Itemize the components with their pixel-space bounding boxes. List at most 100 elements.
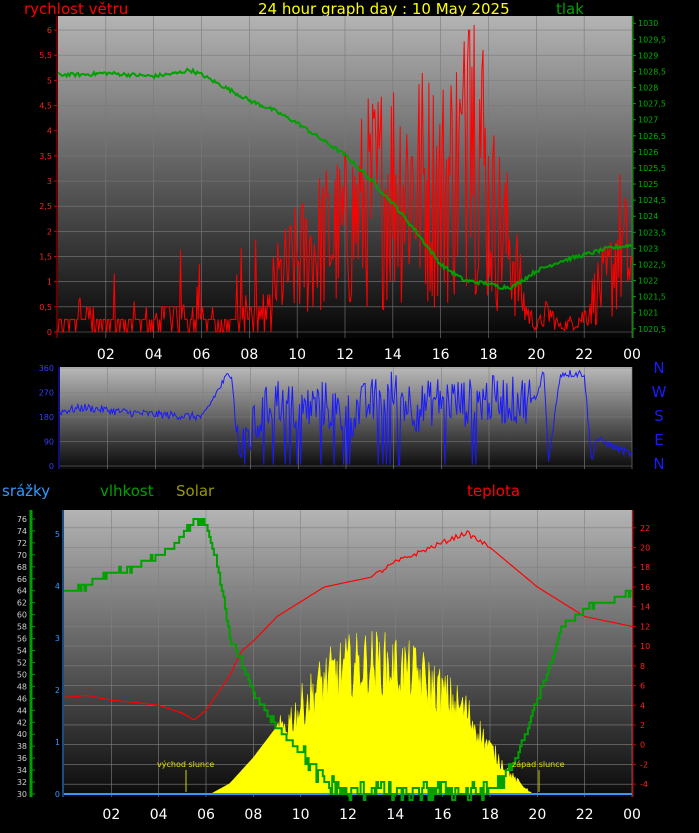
sunset-label: západ slunce <box>512 760 565 769</box>
x-tick-label: 06 <box>197 807 215 823</box>
temperature-line <box>63 530 633 721</box>
humidity-tick-label: 60 <box>17 611 27 620</box>
x-tick-label: 12 <box>339 807 357 823</box>
pressure-axis: 1020,5 1021 1021,5 1022 1022,5 1023 1023,5 1024… <box>632 16 666 338</box>
humidity-tick-label: 36 <box>17 754 27 763</box>
wind-direction-tick-label: 180 <box>39 413 54 422</box>
temperature-tick-label: 10 <box>640 642 650 651</box>
compass-label: N <box>653 359 664 377</box>
pressure-tick-label: 1023 <box>638 244 658 253</box>
wind-pressure-series <box>57 24 633 333</box>
compass-label: E <box>654 431 663 449</box>
pressure-tick-label: 1025,5 <box>638 164 666 173</box>
x-tick-label: 02 <box>97 347 115 363</box>
wind-speed-tick-label: 4,5 <box>39 102 52 111</box>
wind-speed-tick-label: 3 <box>47 177 52 186</box>
humidity-tick-label: 40 <box>17 730 27 739</box>
x-tick-label: 02 <box>102 807 120 823</box>
temperature-tick-label: 20 <box>640 544 650 553</box>
temperature-tick-label: 8 <box>640 662 645 671</box>
temperature-tick-label: 4 <box>640 701 645 710</box>
chart-title: 24 hour graph day : 10 May 2025 <box>258 0 510 18</box>
x-tick-label: 16 <box>434 807 452 823</box>
x-tick-label: 04 <box>145 347 163 363</box>
pressure-tick-label: 1022 <box>638 277 658 286</box>
wind-speed-tick-label: 0 <box>47 328 52 337</box>
compass-label: W <box>652 383 667 401</box>
wind-speed-tick-label: 1 <box>47 278 52 287</box>
wind-direction-tick-label: 360 <box>39 364 54 373</box>
humidity-axis: 30 32 34 36 38 40 42 44 46 48 50 52 54 56 58 60 62 64 66 68… <box>17 510 35 799</box>
x-tick-label: 10 <box>292 807 310 823</box>
humidity-tick-label: 38 <box>17 742 27 751</box>
humidity-tick-label: 66 <box>17 575 27 584</box>
temperature-axis-title: teplota <box>467 482 520 500</box>
x-tick-label: 20 <box>528 807 546 823</box>
pressure-tick-label: 1021,5 <box>638 293 666 302</box>
wind-speed-axis-title: rychlost větru <box>24 0 128 18</box>
wind-speed-tick-label: 3,5 <box>39 152 52 161</box>
temperature-tick-label: -4 <box>640 780 648 789</box>
x-tick-label: 12 <box>336 347 354 363</box>
pressure-tick-label: 1027,5 <box>638 100 666 109</box>
rain-tick-label: 5 <box>55 530 60 539</box>
temperature-tick-label: 12 <box>640 622 650 631</box>
humidity-tick-label: 32 <box>17 778 27 787</box>
wind-direction-tick-label: 90 <box>44 438 54 447</box>
humidity-tick-label: 62 <box>17 599 27 608</box>
wind-direction-tick-label: 0 <box>49 462 54 471</box>
wind-direction-axis: 0 90 180 270 360 <box>39 364 60 471</box>
wind-speed-tick-label: 2,5 <box>39 202 52 211</box>
temperature-tick-label: 14 <box>640 603 650 612</box>
rain-tick-label: 4 <box>55 582 60 591</box>
pressure-tick-label: 1028 <box>638 84 658 93</box>
x-axis-bottom: 02 04 06 08 10 12 14 16 18 20 22 00 <box>102 807 640 823</box>
humidity-tick-label: 52 <box>17 658 27 667</box>
wind-speed-tick-label: 5,5 <box>39 51 52 60</box>
x-tick-label: 08 <box>244 807 262 823</box>
rain-tick-label: 2 <box>55 686 60 695</box>
x-tick-label: 18 <box>480 347 498 363</box>
pressure-tick-label: 1024 <box>638 212 658 221</box>
temperature-tick-label: 2 <box>640 721 645 730</box>
x-tick-label: 04 <box>150 807 168 823</box>
x-tick-label: 22 <box>576 807 594 823</box>
pressure-tick-label: 1020,5 <box>638 325 666 334</box>
humidity-tick-label: 68 <box>17 563 27 572</box>
pressure-tick-label: 1025 <box>638 180 658 189</box>
wind-direction-series <box>59 369 633 466</box>
humidity-tick-label: 76 <box>17 515 27 524</box>
x-tick-label: 06 <box>193 347 211 363</box>
humidity-tick-label: 56 <box>17 635 27 644</box>
wind-speed-tick-label: 4 <box>47 127 52 136</box>
humidity-tick-label: 74 <box>17 527 27 536</box>
humidity-tick-label: 34 <box>17 766 27 775</box>
humidity-tick-label: 42 <box>17 718 27 727</box>
compass-label: N <box>653 455 664 473</box>
wind-direction-line <box>59 369 633 466</box>
temperature-tick-label: 22 <box>640 524 650 533</box>
pressure-tick-label: 1027 <box>638 116 658 125</box>
wind-speed-tick-label: 0,5 <box>39 303 52 312</box>
temperature-tick-label: 6 <box>640 682 645 691</box>
pressure-tick-label: 1028,5 <box>638 67 666 76</box>
x-tick-label: 00 <box>623 807 641 823</box>
pressure-tick-label: 1029,5 <box>638 35 666 44</box>
pressure-tick-label: 1022,5 <box>638 260 666 269</box>
humidity-tick-label: 46 <box>17 694 27 703</box>
wind-speed-tick-label: 1,5 <box>39 253 52 262</box>
pressure-tick-label: 1024,5 <box>638 196 666 205</box>
temperature-tick-label: -2 <box>640 760 648 769</box>
x-tick-label: 14 <box>386 807 404 823</box>
pressure-tick-label: 1021 <box>638 309 658 318</box>
pressure-tick-label: 1026,5 <box>638 132 666 141</box>
climate-series <box>63 518 633 801</box>
pressure-tick-label: 1023,5 <box>638 228 666 237</box>
humidity-tick-label: 50 <box>17 670 27 679</box>
humidity-tick-label: 30 <box>17 790 27 799</box>
humidity-tick-label: 48 <box>17 682 27 691</box>
rain-axis: 0 1 2 3 4 5 <box>55 510 64 799</box>
humidity-axis-title: vlhkost <box>100 482 154 500</box>
sun-annotations: východ slunce západ slunce <box>157 760 565 792</box>
